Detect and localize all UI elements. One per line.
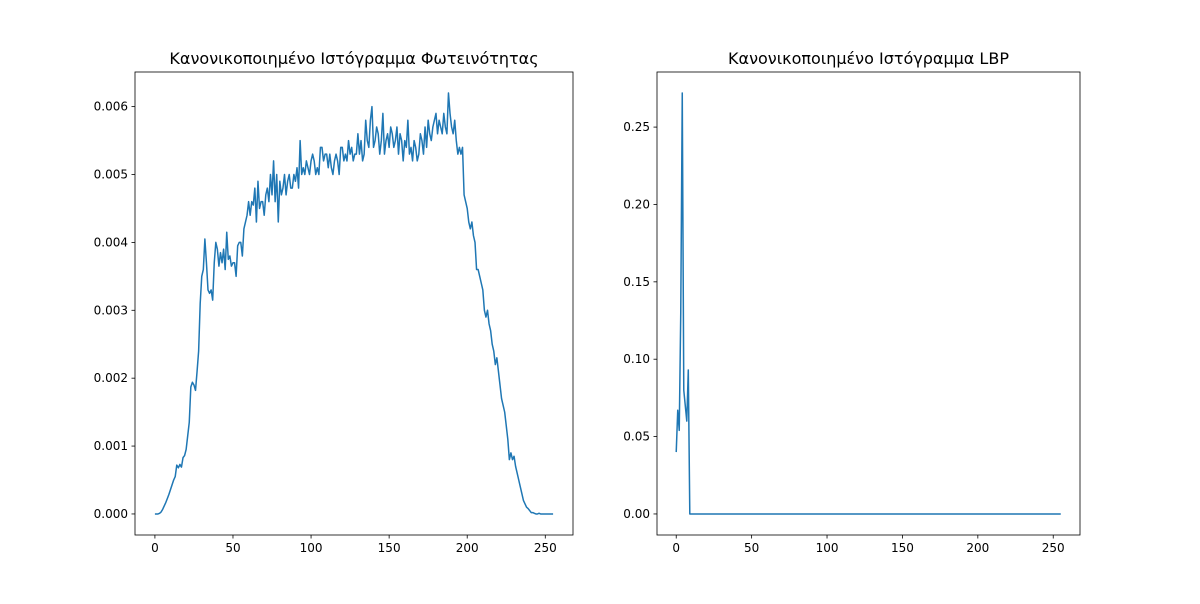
y-tick-label: 0.20 — [623, 197, 650, 211]
y-tick-label: 0.10 — [623, 352, 650, 366]
y-tick-label: 0.006 — [94, 100, 128, 114]
axes-frame — [134, 71, 574, 536]
y-tick-label: 0.25 — [623, 120, 650, 134]
y-tick-label: 0.15 — [623, 275, 650, 289]
x-tick-label: 150 — [891, 541, 914, 555]
y-tick-label: 0.002 — [94, 371, 128, 385]
y-tick-label: 0.000 — [94, 507, 128, 521]
x-tick-label: 100 — [300, 541, 323, 555]
x-tick-label: 0 — [151, 541, 159, 555]
y-tick-label: 0.004 — [94, 235, 128, 249]
y-tick-label: 0.003 — [94, 303, 128, 317]
y-tick-label: 0.05 — [623, 430, 650, 444]
x-tick-label: 200 — [456, 541, 479, 555]
x-tick-label: 200 — [966, 541, 989, 555]
x-tick-label: 250 — [1042, 541, 1065, 555]
chart-title: Κανονικοποιημένο Ιστόγραμμα Φωτεινότητας — [169, 49, 538, 68]
data-line — [675, 92, 1061, 515]
x-tick-label: 50 — [744, 541, 759, 555]
chart-title: Κανονικοποιημένο Ιστόγραμμα LBP — [728, 49, 1009, 68]
x-tick-label: 0 — [672, 541, 680, 555]
x-tick-label: 100 — [816, 541, 839, 555]
y-tick-label: 0.00 — [623, 507, 650, 521]
y-tick-label: 0.001 — [94, 439, 128, 453]
data-line — [154, 92, 554, 515]
x-tick-label: 250 — [534, 541, 557, 555]
y-tick-label: 0.005 — [94, 168, 128, 182]
x-tick-label: 150 — [378, 541, 401, 555]
x-tick-label: 50 — [225, 541, 240, 555]
axes-frame — [656, 71, 1081, 536]
